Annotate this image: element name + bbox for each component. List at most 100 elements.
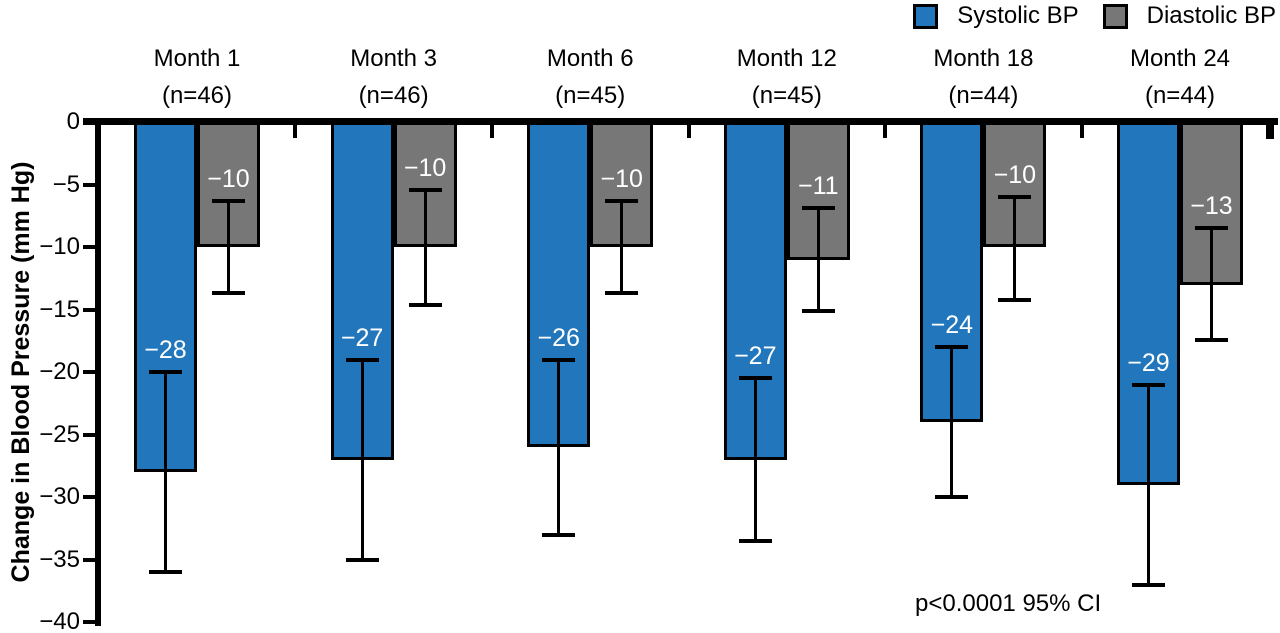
error-bar-cap (738, 376, 772, 381)
error-bar (227, 200, 230, 294)
legend-item: Systolic BP (913, 2, 1079, 29)
y-axis-tick-label: −35 (39, 545, 80, 573)
error-bar-cap (935, 495, 969, 499)
y-axis-tick (83, 182, 97, 187)
group-separator-tick (293, 125, 298, 138)
error-bar (164, 372, 167, 572)
error-bar-cap (408, 302, 442, 307)
y-axis-tick (83, 370, 97, 374)
column-header-month: Month 12 (736, 45, 837, 72)
group-separator-tick (883, 125, 888, 138)
y-axis-tick (83, 620, 97, 624)
error-bar-cap (1132, 582, 1165, 587)
column-header-n: (n=46) (358, 82, 429, 109)
y-axis-tick (83, 557, 97, 562)
y-axis-tick-label: −10 (39, 233, 80, 260)
y-axis-tick (83, 495, 97, 499)
y-axis-tick-label: −20 (39, 358, 80, 385)
error-bar-cap (149, 370, 182, 374)
error-bar (1210, 228, 1213, 340)
diastolic-swatch-icon (1102, 3, 1128, 29)
column-header-month: Month 3 (350, 45, 437, 72)
legend-label: Systolic BP (957, 2, 1079, 29)
error-bar-cap (998, 195, 1032, 199)
error-bar (1147, 384, 1150, 585)
column-header-month: Month 24 (1129, 45, 1231, 72)
column-header: Month 3 (n=46) (304, 40, 484, 114)
column-header-month: Month 1 (153, 45, 241, 72)
error-bar-cap (801, 308, 835, 313)
bar-value-label: −13 (1190, 192, 1233, 221)
bar-value-label: −24 (930, 311, 974, 339)
p-value-annotation: p<0.0001 95% CI (915, 590, 1102, 617)
error-bar-cap (738, 538, 772, 543)
y-axis-tick (83, 245, 97, 249)
error-bar-cap (408, 187, 442, 192)
y-axis-tick-label: −5 (52, 170, 80, 198)
column-header-month: Month 6 (546, 45, 634, 72)
y-axis-tick (83, 120, 97, 124)
column-header-n: (n=46) (161, 82, 233, 109)
x-baseline (83, 118, 1278, 125)
error-bar-cap (1195, 226, 1228, 231)
error-bar-cap (345, 357, 379, 362)
y-axis-tick-label: −30 (39, 483, 80, 510)
column-header-n: (n=44) (948, 82, 1019, 109)
y-axis-tick (83, 432, 97, 437)
error-bar-cap (605, 291, 639, 296)
column-header-month: Month 18 (933, 45, 1034, 72)
group-separator-tick (1079, 125, 1084, 138)
bar-value-label: −29 (1127, 348, 1170, 377)
column-header: Month 24 (n=44) (1090, 40, 1270, 114)
bar-value-label: −26 (537, 323, 580, 352)
bar-value-label: −10 (600, 164, 643, 193)
column-header-n: (n=45) (555, 82, 626, 109)
error-bar-cap (212, 198, 245, 203)
column-header: Month 1 (n=46) (107, 40, 287, 114)
error-bar-cap (605, 198, 639, 203)
bar-value-label: −10 (993, 161, 1037, 189)
error-bar (360, 359, 364, 560)
error-bar (1013, 197, 1017, 300)
legend-label: Diastolic BP (1146, 2, 1276, 29)
systolic-bar (527, 122, 591, 447)
legend: Systolic BP Diastolic BP (913, 3, 1276, 29)
error-bar (620, 200, 624, 294)
bar-value-label: −28 (144, 336, 187, 364)
systolic-swatch-icon (913, 3, 939, 29)
y-axis-tick-label: 0 (66, 108, 80, 135)
error-bar (557, 359, 561, 535)
error-bar-cap (345, 557, 379, 562)
error-bar-cap (542, 357, 576, 362)
column-header-n: (n=44) (1144, 82, 1216, 109)
error-bar (753, 378, 757, 541)
group-separator-tick (686, 125, 691, 138)
column-header: Month 12 (n=45) (697, 40, 877, 114)
error-bar-cap (542, 532, 576, 537)
bar-value-label: −10 (207, 164, 250, 193)
y-axis-tick-label: −25 (39, 420, 80, 448)
bar-value-label: −10 (403, 153, 447, 182)
error-bar-cap (149, 570, 182, 574)
error-bar (423, 189, 427, 305)
error-bar-cap (212, 291, 245, 296)
error-bar-cap (998, 297, 1032, 302)
systolic-bar (723, 122, 787, 460)
error-bar-cap (801, 206, 835, 211)
y-axis-tick (83, 307, 97, 312)
y-axis-line (95, 119, 101, 626)
legend-item: Diastolic BP (1102, 2, 1276, 29)
error-bar (816, 208, 820, 311)
column-header: Month 18 (n=44) (893, 40, 1073, 114)
axis-end-tick (1266, 118, 1274, 139)
error-bar (950, 347, 954, 497)
column-header: Month 6 (n=45) (500, 40, 680, 114)
error-bar-cap (935, 345, 969, 349)
error-bar-cap (1132, 382, 1165, 387)
bar-value-label: −27 (340, 323, 384, 352)
bar-value-label: −27 (734, 342, 777, 371)
bar-value-label: −11 (798, 172, 839, 201)
column-header-n: (n=45) (751, 82, 822, 109)
error-bar-cap (1195, 337, 1228, 342)
